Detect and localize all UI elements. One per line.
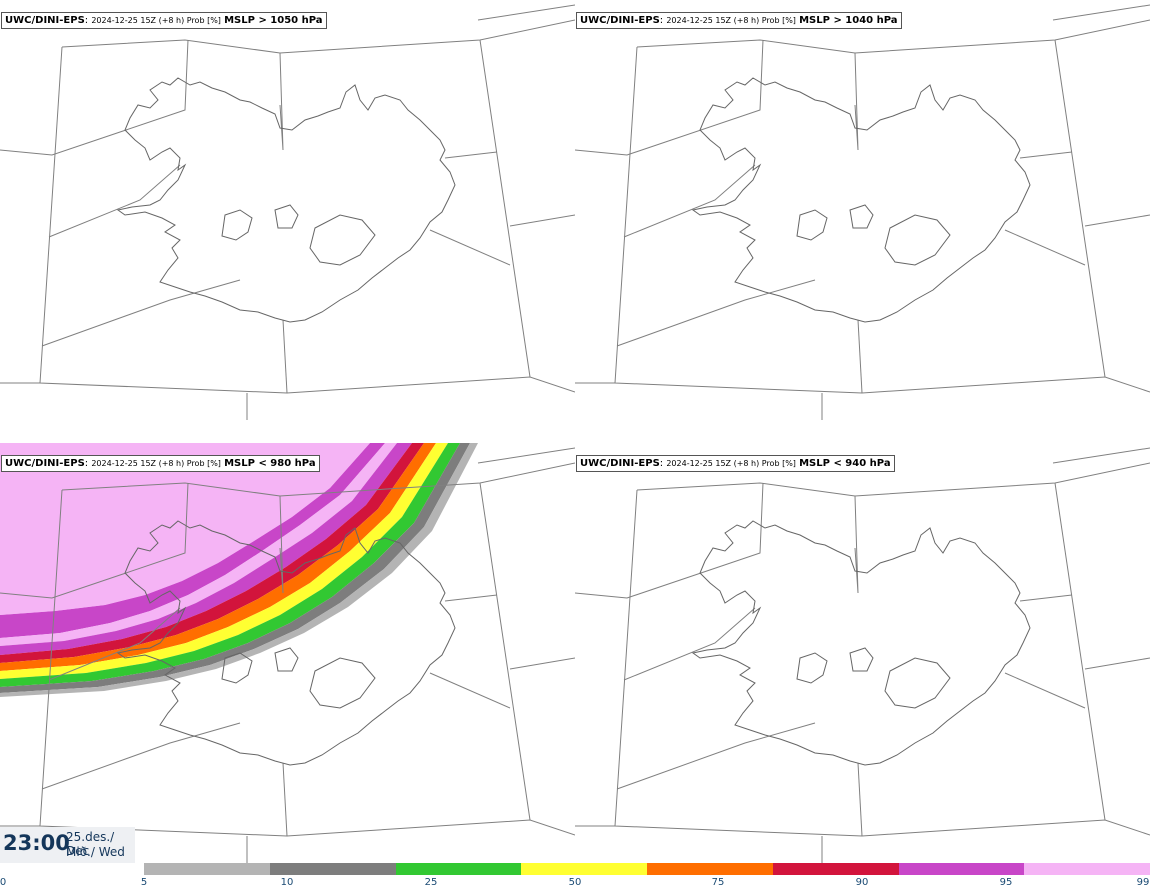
panel-mslp-gt-1050: UWC/DINI-EPS: 2024-12-25 15Z (+8 h) Prob… xyxy=(0,0,575,420)
colorbar-segment xyxy=(1024,863,1150,875)
colorbar-tick-label: 50 xyxy=(568,877,582,888)
panel-mslp-lt-980: UWC/DINI-EPS: 2024-12-25 15Z (+8 h) Prob… xyxy=(0,443,575,863)
colorbar-tick-label: 25 xyxy=(424,877,438,888)
iceland-map xyxy=(0,4,575,420)
colorbar-tick-label: 5 xyxy=(140,877,148,888)
probability-field xyxy=(0,443,478,697)
colorbar-segment xyxy=(269,863,396,875)
colorbar-segment xyxy=(521,863,647,875)
valid-time-box: 23:00 25.des./ Dec Mið./ Wed xyxy=(0,827,135,863)
colorbar-tick-label: 75 xyxy=(711,877,725,888)
colorbar-tick-label: 10 xyxy=(280,877,294,888)
iceland-map xyxy=(575,447,1150,863)
panel-title: UWC/DINI-EPS: 2024-12-25 15Z (+8 h) Prob… xyxy=(576,12,902,29)
iceland-map xyxy=(0,443,575,863)
panel-mslp-lt-940: UWC/DINI-EPS: 2024-12-25 15Z (+8 h) Prob… xyxy=(575,443,1150,863)
colorbar-tick-label: 95 xyxy=(999,877,1013,888)
panel-title: UWC/DINI-EPS: 2024-12-25 15Z (+8 h) Prob… xyxy=(1,12,327,29)
iceland-map xyxy=(575,4,1150,420)
colorbar-segment xyxy=(898,863,1025,875)
panel-mslp-gt-1040: UWC/DINI-EPS: 2024-12-25 15Z (+8 h) Prob… xyxy=(575,0,1150,420)
panel-title: UWC/DINI-EPS: 2024-12-25 15Z (+8 h) Prob… xyxy=(576,455,895,472)
colorbar-tick-label: 90 xyxy=(855,877,869,888)
colorbar-segment xyxy=(395,863,522,875)
panel-title: UWC/DINI-EPS: 2024-12-25 15Z (+8 h) Prob… xyxy=(1,455,320,472)
colorbar-segment xyxy=(647,863,773,875)
probability-colorbar xyxy=(144,863,1150,875)
colorbar-tick-label: 0 xyxy=(0,877,7,888)
colorbar-segment xyxy=(144,863,270,875)
colorbar-segment xyxy=(772,863,899,875)
colorbar-tick-label: 99 xyxy=(1136,877,1150,888)
valid-date-line-1: 25.des./ Dec xyxy=(66,830,115,858)
valid-date-line-2: Mið./ Wed xyxy=(66,845,125,859)
valid-time: 23:00 xyxy=(3,831,70,855)
